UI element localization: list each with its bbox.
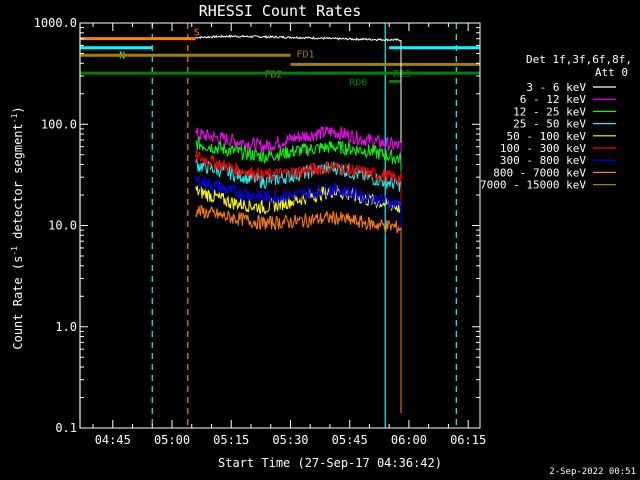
legend-label-5: 100 - 300 keV — [500, 142, 586, 155]
footer-date: 2-Sep-2022 00:51 — [549, 467, 636, 477]
legend-label-6: 300 - 800 keV — [500, 154, 586, 167]
series-line-4 — [195, 185, 402, 414]
x-tick-label-6: 06:15 — [450, 433, 486, 447]
legend-label-0: 3 - 6 keV — [526, 81, 586, 94]
x-axis-label: Start Time (27-Sep-17 04:36:42) — [218, 456, 442, 470]
y-tick-label-0: 0.1 — [55, 421, 77, 435]
plot-area: SNFD1FD2RD6RD30.11.010.0100.01000.004:45… — [34, 16, 487, 447]
y-tick-label-4: 1000.0 — [34, 16, 77, 30]
y-tick-label-1: 1.0 — [55, 320, 77, 334]
y-tick-label-2: 10.0 — [48, 219, 77, 233]
y-axis-label: Count Rate (s-1 detector segment-1) — [10, 106, 25, 349]
legend-label-1: 6 - 12 keV — [520, 93, 587, 106]
series-line-2 — [195, 136, 402, 414]
state-label-rd3: RD3 — [393, 69, 411, 80]
series-line-1 — [195, 126, 402, 414]
state-label-fd1: FD1 — [296, 49, 314, 60]
series-line-5 — [195, 149, 402, 414]
x-tick-label-5: 06:00 — [391, 433, 427, 447]
x-tick-label-1: 05:00 — [154, 433, 190, 447]
series-line-0 — [195, 34, 402, 414]
state-label-s: S — [194, 28, 200, 39]
x-tick-label-4: 05:45 — [332, 433, 368, 447]
legend-title-line-1: Det 1f,3f,6f,8f, — [526, 53, 632, 66]
series-line-6 — [195, 175, 402, 414]
state-label-rd6: RD6 — [349, 77, 367, 88]
series-line-7 — [195, 204, 402, 414]
state-label-fd2: FD2 — [264, 69, 282, 80]
legend-title-line-2: Att 0 — [595, 66, 628, 79]
chart-title: RHESSI Count Rates — [199, 2, 362, 20]
legend-label-7: 800 - 7000 keV — [493, 166, 586, 179]
legend-label-4: 50 - 100 keV — [507, 130, 587, 143]
x-tick-label-0: 04:45 — [95, 433, 131, 447]
legend-label-8: 7000 - 15000 keV — [480, 179, 586, 192]
x-tick-label-2: 05:15 — [213, 433, 249, 447]
legend-label-3: 25 - 50 keV — [513, 118, 586, 131]
y-tick-label-3: 100.0 — [41, 117, 77, 131]
x-tick-label-3: 05:30 — [272, 433, 308, 447]
legend-label-2: 12 - 25 keV — [513, 105, 586, 118]
